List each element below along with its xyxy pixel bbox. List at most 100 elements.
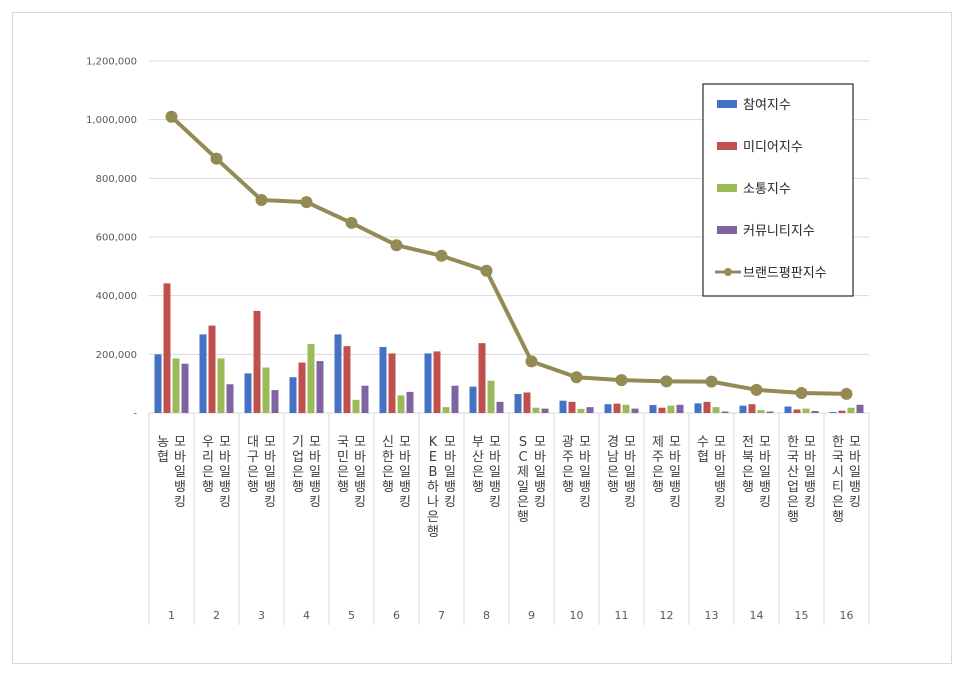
bar-0 bbox=[514, 393, 522, 413]
rank-label: 1 bbox=[168, 609, 175, 622]
rank-label: 5 bbox=[348, 609, 355, 622]
bar-2 bbox=[532, 407, 540, 413]
bar-2 bbox=[487, 380, 495, 413]
rank-label: 2 bbox=[213, 609, 220, 622]
bar-1 bbox=[658, 407, 666, 413]
bar-0 bbox=[604, 404, 612, 413]
brand-index-point bbox=[705, 375, 718, 388]
bar-2 bbox=[217, 358, 225, 413]
brand-index-point bbox=[300, 196, 313, 209]
rank-label: 4 bbox=[303, 609, 310, 622]
legend-label: 소통지수 bbox=[743, 182, 791, 197]
chart: - 200,000 400,000 600,000 800,000 1,000,000 1,… bbox=[86, 57, 870, 625]
bar-3 bbox=[631, 408, 639, 413]
bar-2 bbox=[172, 358, 180, 413]
brand-index-point bbox=[615, 374, 628, 387]
bar-3 bbox=[271, 390, 279, 413]
rank-label: 7 bbox=[438, 609, 445, 622]
bar-2 bbox=[712, 407, 720, 413]
bar-1 bbox=[703, 401, 711, 413]
bar-3 bbox=[766, 411, 774, 413]
brand-index-point bbox=[390, 239, 403, 252]
bar-3 bbox=[451, 385, 459, 413]
legend-swatch-0 bbox=[717, 100, 737, 108]
brand-index-point bbox=[255, 194, 268, 207]
bar-3 bbox=[811, 410, 819, 413]
y-tick-label: - bbox=[133, 409, 137, 420]
bar-2 bbox=[397, 395, 405, 413]
legend-label: 미디어지수 bbox=[743, 140, 803, 155]
rank-label: 13 bbox=[705, 609, 719, 622]
brand-index-point bbox=[345, 216, 358, 229]
bar-1 bbox=[568, 401, 576, 413]
brand-index-point bbox=[660, 375, 673, 388]
y-tick-label: 600,000 bbox=[96, 233, 137, 244]
bar-1 bbox=[163, 283, 171, 413]
bar-3 bbox=[676, 404, 684, 413]
brand-index-point bbox=[435, 249, 448, 262]
chart-frame: - 200,000 400,000 600,000 800,000 1,000,000 1,… bbox=[12, 12, 952, 664]
y-tick-label: 1,000,000 bbox=[86, 115, 137, 126]
legend-swatch-1 bbox=[717, 142, 737, 150]
brand-index-point bbox=[210, 152, 223, 165]
bar-0 bbox=[739, 405, 747, 413]
bar-1 bbox=[388, 353, 396, 413]
bar-2 bbox=[802, 408, 810, 413]
bar-0 bbox=[829, 412, 837, 413]
bar-0 bbox=[559, 400, 567, 413]
y-tick-label: 800,000 bbox=[96, 174, 137, 185]
rank-label: 15 bbox=[795, 609, 809, 622]
legend-swatch-2 bbox=[717, 184, 737, 192]
brand-index-point bbox=[480, 264, 493, 277]
bar-2 bbox=[262, 367, 270, 413]
legend-swatch-3 bbox=[717, 226, 737, 234]
rank-label: 8 bbox=[483, 609, 490, 622]
bar-2 bbox=[577, 408, 585, 413]
bar-3 bbox=[586, 407, 594, 413]
bar-0 bbox=[199, 334, 207, 413]
bar-0 bbox=[154, 354, 162, 413]
rank-label: 3 bbox=[258, 609, 265, 622]
bar-3 bbox=[361, 385, 369, 413]
bar-3 bbox=[406, 391, 414, 413]
bar-3 bbox=[316, 361, 324, 413]
y-tick-label: 400,000 bbox=[96, 291, 137, 302]
rank-label: 16 bbox=[840, 609, 854, 622]
brand-index-line bbox=[170, 115, 847, 396]
bar-3 bbox=[226, 384, 234, 413]
bar-1 bbox=[523, 392, 531, 413]
bar-2 bbox=[667, 405, 675, 413]
bar-1 bbox=[433, 351, 441, 413]
bar-2 bbox=[307, 344, 315, 413]
legend-label: 브랜드평판지수 bbox=[743, 266, 827, 281]
brand-index-point bbox=[525, 355, 538, 368]
brand-index-point bbox=[795, 387, 808, 400]
bar-3 bbox=[721, 411, 729, 413]
bar-1 bbox=[793, 409, 801, 413]
bar-1 bbox=[838, 410, 846, 413]
bar-0 bbox=[379, 347, 387, 413]
bar-2 bbox=[847, 407, 855, 413]
brand-index-point bbox=[840, 387, 853, 400]
bar-2 bbox=[352, 399, 360, 413]
